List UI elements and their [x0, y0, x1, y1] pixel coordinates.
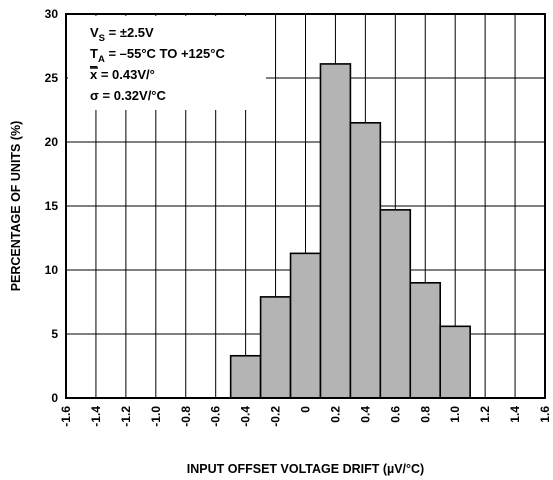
annotation-line: x = 0.43V/° [90, 67, 155, 82]
annotation-line: σ = 0.32V/°C [90, 88, 167, 103]
y-tick-label: 10 [45, 263, 59, 277]
x-tick-label: -0.8 [179, 406, 193, 427]
x-tick-label: 0.2 [328, 406, 342, 423]
y-tick-label: 0 [51, 391, 58, 405]
annotation-line: VS = ±2.5V [90, 25, 154, 44]
histogram-bar [409, 281, 442, 399]
histogram-bar [439, 325, 471, 399]
histogram-bar [289, 252, 322, 399]
x-axis-title: INPUT OFFSET VOLTAGE DRIFT (µV/°C) [187, 462, 424, 476]
x-tick-label: 1.4 [508, 406, 522, 423]
y-tick-label: 20 [45, 135, 59, 149]
x-tick-label: -1.2 [119, 406, 133, 427]
histogram-bar [259, 296, 292, 399]
x-tick-label: 1.2 [478, 406, 492, 423]
annotations: VS = ±2.5V TA = –55°C TO +125°C x = 0.43V/… [90, 25, 225, 103]
x-tick-label: -1.0 [149, 406, 163, 427]
x-tick-label: 0 [299, 406, 313, 413]
histogram-bar [379, 209, 412, 399]
x-tick-label: 1.6 [538, 406, 552, 423]
y-tick-labels: 0 5 10 15 20 25 30 [45, 7, 59, 405]
x-tick-label: 0.8 [418, 406, 432, 423]
annotation-box [68, 16, 266, 110]
x-tick-label: -0.4 [239, 406, 253, 427]
bars [229, 63, 471, 399]
plot-frame [65, 13, 546, 399]
annotation-line: TA = –55°C TO +125°C [90, 46, 225, 65]
y-tick-label: 5 [51, 327, 58, 341]
histogram-bar [349, 122, 382, 399]
x-tick-label: -1.6 [59, 406, 73, 427]
x-tick-label: -0.2 [269, 406, 283, 427]
y-tick-label: 30 [45, 7, 59, 21]
y-tick-label: 25 [45, 71, 59, 85]
y-tick-label: 15 [45, 199, 59, 213]
x-tick-label: 0.4 [358, 406, 372, 423]
histogram-bar [229, 354, 262, 399]
x-tick-label: 0.6 [388, 406, 402, 423]
x-tick-label: 1.0 [448, 406, 462, 423]
x-tick-labels: -1.6 -1.4 -1.2 -1.0 -0.8 -0.6 -0.4 -0.2 0 0.2 0.4 0… [59, 406, 552, 427]
y-axis-title: PERCENTAGE OF UNITS (%) [9, 121, 23, 292]
x-tick-label: -0.6 [209, 406, 223, 427]
x-tick-label: -1.4 [89, 406, 103, 427]
histogram-bar [319, 63, 352, 399]
